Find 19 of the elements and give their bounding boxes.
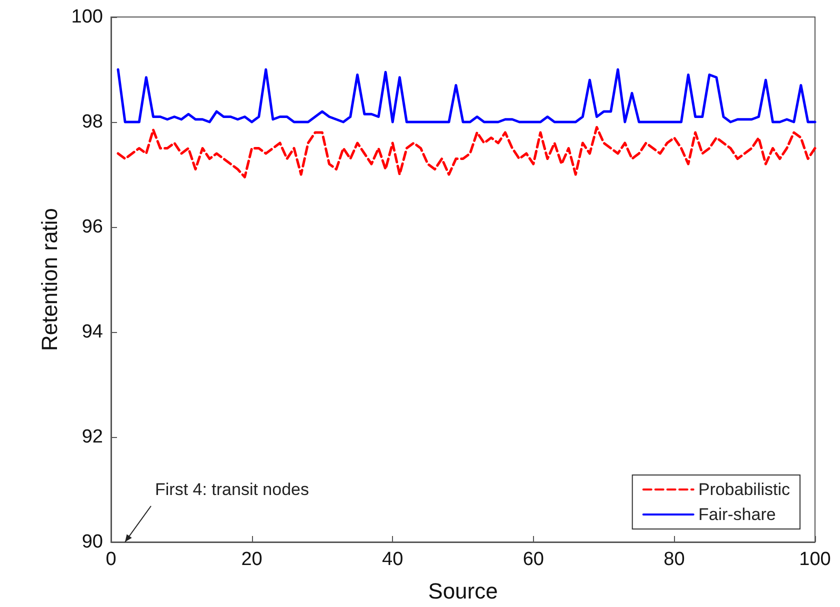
y-tick-label: 90 [82, 532, 103, 552]
annotation: First 4: transit nodes [155, 480, 310, 500]
y-tick-label: 96 [82, 216, 103, 238]
legend-label: Probabilistic [698, 480, 790, 499]
y-axis-title: Retention ratio [36, 208, 62, 352]
x-tick-label: 100 [799, 549, 831, 570]
y-tick-label: 92 [82, 426, 103, 448]
y-tick-label: 94 [82, 322, 104, 342]
line-series [116, 126, 816, 178]
line-series [116, 68, 816, 124]
x-tick-label: 0 [106, 549, 116, 570]
x-tick-label: 60 [522, 549, 544, 570]
x-tick-label: 40 [382, 549, 404, 570]
y-tick-label: 100 [71, 6, 103, 28]
x-axis-title: Source [428, 578, 498, 604]
x-tick-label: 20 [241, 549, 262, 570]
y-tick-label: 98 [82, 112, 103, 132]
x-tick-label: 80 [664, 549, 685, 570]
legend-label: Fair-share [698, 505, 776, 524]
